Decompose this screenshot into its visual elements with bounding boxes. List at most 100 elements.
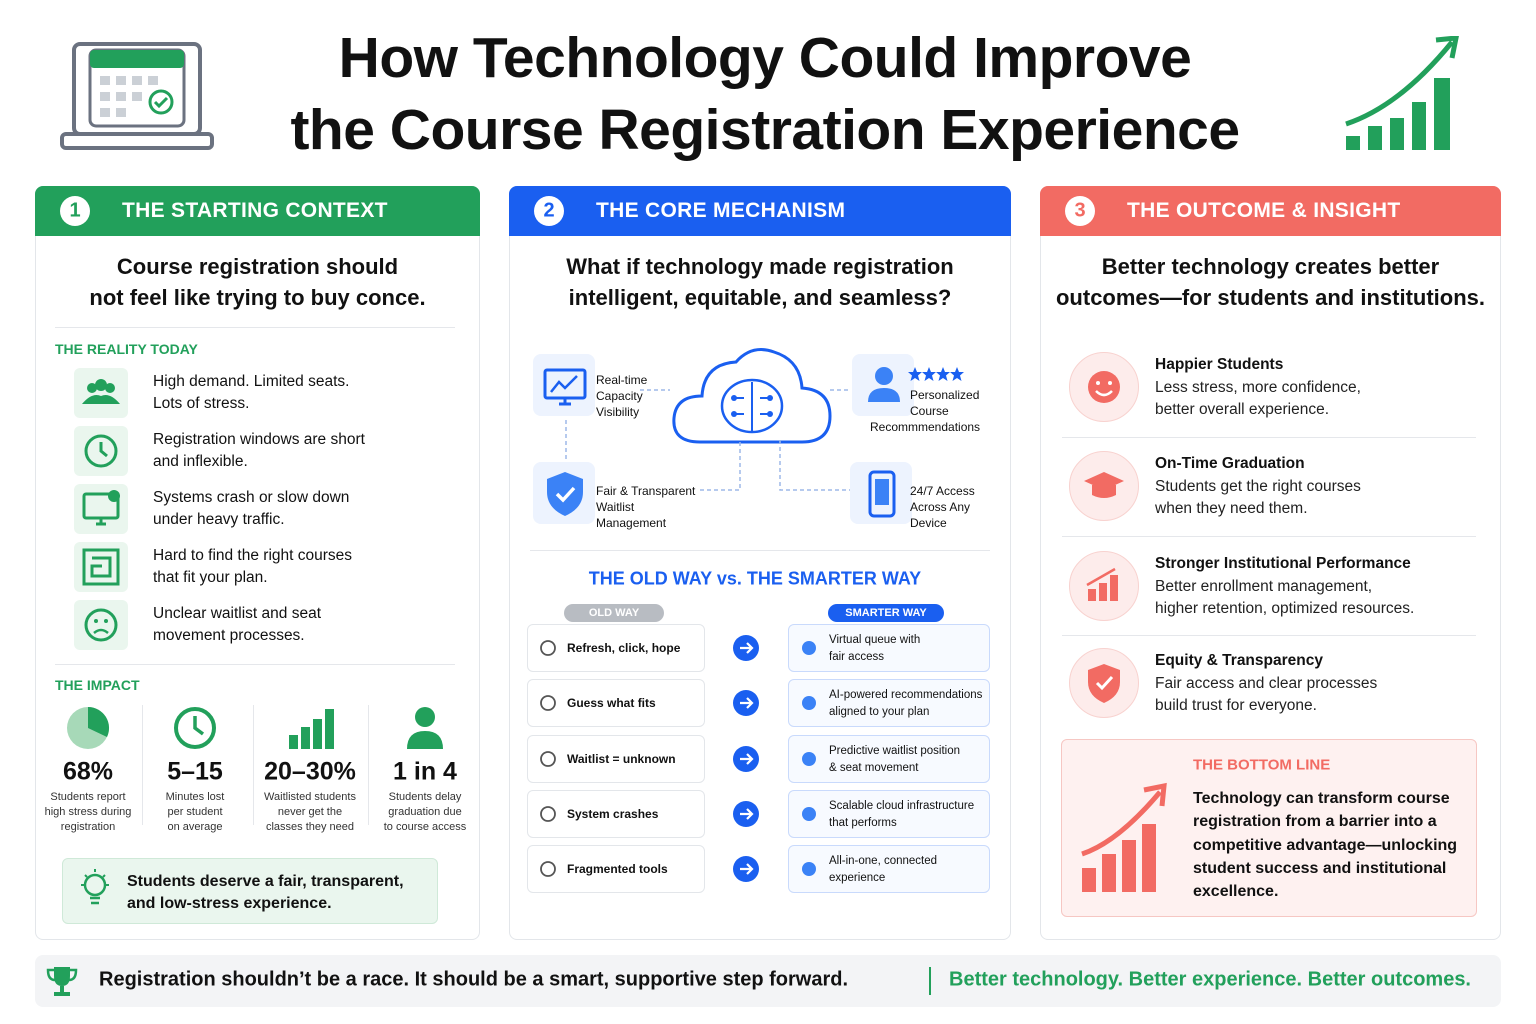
feature-label: Recommmendations: [870, 420, 981, 434]
old-text: System crashes: [567, 806, 659, 821]
icon-shape: [740, 863, 754, 875]
trophy-icon: [46, 967, 78, 996]
reality-text: and inflexible.: [153, 453, 248, 470]
divider: [55, 327, 455, 328]
icon-shape: [46, 968, 78, 982]
reality-text: Systems crash or slow down: [153, 489, 350, 506]
bottom-line-text: Technology can transform course: [1193, 790, 1450, 807]
stat-divider: [367, 705, 369, 825]
outcome-title: Happier Students: [1155, 356, 1284, 373]
new-card: [788, 789, 990, 838]
icon-shape: [289, 709, 334, 749]
stat-caption: on average: [167, 821, 223, 833]
icon-shape: [60, 132, 214, 150]
icon-shape: [153, 96, 169, 109]
divider: [530, 550, 990, 551]
icon-shape: [875, 367, 893, 385]
divider: [55, 664, 455, 665]
old-card: [527, 734, 705, 783]
stat-icon: [287, 705, 335, 751]
icon-shape: [565, 389, 850, 491]
icon-shape: [90, 556, 112, 578]
outcome-text: higher retention, optimized resources.: [1155, 600, 1415, 617]
new-text: AI-powered recommendations: [829, 689, 983, 702]
icon-shape: [174, 707, 216, 749]
outcome-text: Less stress, more confidence,: [1155, 379, 1361, 396]
icon-shape: [82, 490, 120, 526]
new-text: & seat movement: [829, 761, 919, 774]
icon-shape: [950, 367, 964, 381]
icon-shape: [868, 367, 900, 402]
icon-shape: [540, 805, 556, 822]
icon-shape: [1108, 381, 1112, 385]
comparison-title: THE OLD WAY vs. THE SMARTER WAY: [588, 568, 922, 589]
reality-icon: [74, 542, 128, 592]
icon-shape: [100, 92, 110, 101]
icon-shape: [94, 619, 98, 623]
icon-shape: [1368, 126, 1382, 150]
panel-lead: intelligent, equitable, and seamless?: [568, 285, 952, 310]
icon-shape: [1346, 78, 1450, 150]
section-heading: THE IMPACT: [55, 677, 140, 693]
title-line: the Course Registration Experience: [290, 98, 1240, 162]
stat-caption: Minutes lost: [165, 791, 225, 803]
old-icon: [538, 749, 558, 769]
icon-shape: [802, 806, 816, 821]
number-badge: [534, 196, 564, 226]
icon-shape: [543, 368, 587, 406]
feature-icon: [533, 354, 595, 416]
old-text: Guess what fits: [567, 696, 656, 711]
stat-value: 5–15: [167, 757, 223, 786]
icon-shape: [868, 470, 896, 518]
growth-chart-icon: [1345, 36, 1459, 150]
icon-shape: [81, 869, 109, 905]
icon-shape: [908, 367, 964, 381]
new-pill: [828, 604, 944, 622]
icon-shape: [875, 479, 889, 505]
arrow: [733, 856, 759, 882]
old-text: Waitlist = unknown: [567, 751, 676, 766]
feature-label: Course: [910, 404, 949, 418]
icon-shape: [1099, 583, 1107, 601]
reality-text: Unclear waitlist and seat: [153, 605, 321, 622]
stat-value: 1 in 4: [393, 757, 457, 786]
feature-label: Real-time: [596, 373, 648, 387]
icon-shape: [740, 697, 754, 710]
icon-shape: [1086, 567, 1118, 601]
icon-shape: [1088, 371, 1120, 403]
bulb-icon: [78, 868, 112, 912]
icon-shape: [415, 707, 435, 727]
icon-shape: [802, 751, 816, 766]
footer-divider: [929, 967, 931, 995]
panel-heading: THE STARTING CONTEXT: [122, 199, 388, 222]
feature-label: Waitlist: [596, 500, 635, 514]
icon-shape: [95, 379, 107, 391]
stat-icon: [402, 705, 450, 751]
new-card: [788, 845, 990, 894]
bottom-line-text: excellence.: [1193, 883, 1279, 901]
icon-shape: [54, 967, 70, 986]
old-text: Refresh, click, hope: [567, 641, 681, 655]
icon-shape: [132, 92, 142, 101]
icon-shape: [731, 395, 737, 401]
icon-shape: [301, 727, 310, 749]
icon-shape: [100, 76, 158, 117]
new-text: aligned to your plan: [829, 706, 930, 719]
icon-shape: [868, 470, 896, 518]
icon-shape: [116, 76, 126, 85]
new-icon: [798, 804, 820, 824]
outcome-text: when they need them.: [1155, 500, 1308, 517]
stat-icon: [65, 705, 113, 751]
outcome-icon: [1069, 648, 1139, 718]
icon-shape: [802, 806, 816, 821]
outcome-text: build trust for everyone.: [1155, 697, 1317, 714]
old-text: Fragmented tools: [567, 862, 668, 877]
reality-text: Lots of stress.: [153, 395, 250, 412]
panel-header: [35, 186, 480, 236]
divider: [1062, 635, 1476, 636]
icon-shape: [731, 411, 737, 417]
panel-number: 3: [1074, 199, 1086, 222]
reality-text: High demand. Limited seats.: [153, 373, 350, 390]
stat-caption: classes they need: [265, 821, 355, 833]
icon-shape: [84, 608, 118, 642]
